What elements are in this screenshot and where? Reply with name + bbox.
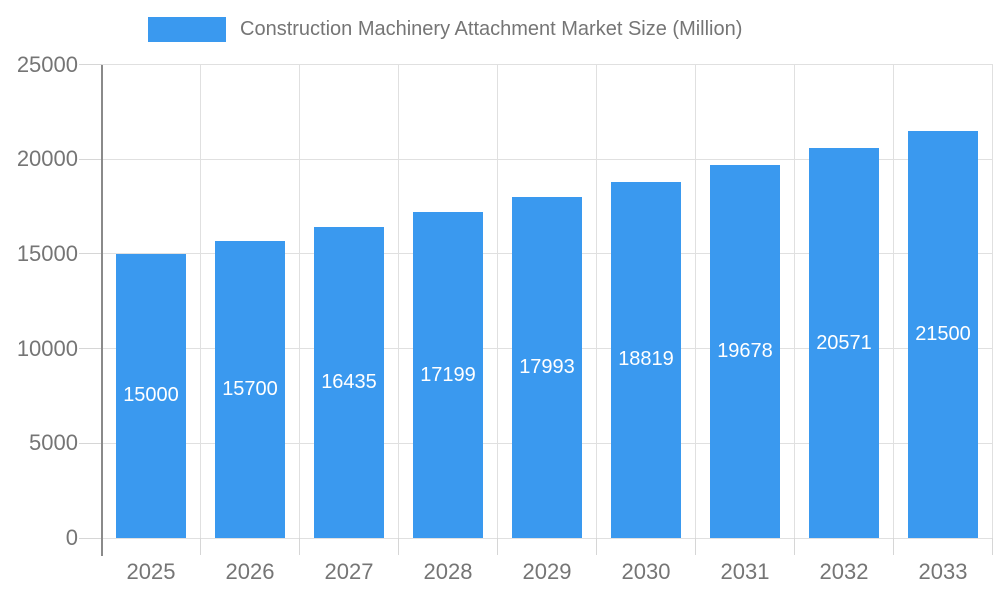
x-axis-tick: [398, 538, 399, 555]
bar: 17993: [512, 197, 582, 538]
bar: 18819: [611, 181, 681, 538]
y-tick-label: 15000: [16, 240, 78, 266]
bar-value-label: 21500: [915, 322, 971, 345]
x-tick-label: 2027: [324, 559, 374, 584]
legend-swatch: [148, 17, 226, 42]
bar-value-label: 17199: [420, 363, 476, 386]
x-axis-tick: [695, 538, 696, 555]
gridline-vertical: [992, 64, 993, 538]
x-tick-label: 2032: [819, 559, 869, 584]
bar-value-label: 20571: [816, 331, 872, 354]
y-tick-label: 25000: [16, 51, 78, 77]
bar-value-label: 17993: [519, 356, 575, 379]
y-axis-tick: [79, 64, 102, 65]
gridline-horizontal: [101, 158, 993, 160]
x-tick-label: 2026: [225, 559, 275, 584]
x-axis-tick: [497, 538, 498, 555]
x-axis-tick: [794, 538, 795, 555]
bar: 19678: [710, 165, 780, 538]
bar: 21500: [908, 130, 978, 538]
bar-value-label: 19678: [717, 340, 773, 363]
y-tick-label: 0: [65, 525, 78, 550]
x-tick-label: 2028: [423, 559, 473, 584]
x-axis-tick: [299, 538, 300, 555]
bar-value-label: 15700: [222, 377, 278, 400]
y-axis-tick: [79, 442, 102, 444]
bar: 16435: [314, 226, 384, 538]
gridline-vertical: [497, 64, 498, 538]
x-axis-tick: [992, 538, 993, 555]
gridline-horizontal: [101, 537, 993, 539]
x-tick-label: 2033: [918, 559, 968, 584]
gridline-vertical: [299, 64, 300, 538]
y-tick-label: 5000: [29, 430, 78, 456]
y-axis-tick: [79, 158, 102, 160]
gridline-vertical: [596, 64, 597, 538]
bar: 20571: [809, 148, 879, 538]
x-tick-label: 2025: [126, 559, 176, 584]
x-tick-label: 2029: [522, 559, 572, 584]
legend: Construction Machinery Attachment Market…: [148, 17, 742, 42]
y-tick-label: 10000: [16, 335, 78, 361]
y-axis-tick: [79, 253, 102, 255]
y-axis-tick: [79, 348, 102, 350]
bar-value-label: 15000: [123, 384, 179, 407]
bar-value-label: 16435: [321, 370, 377, 393]
gridline-vertical: [893, 64, 894, 538]
gridline-vertical: [398, 64, 399, 538]
bar: 17199: [413, 212, 483, 538]
y-axis-tick: [79, 537, 102, 539]
x-tick-label: 2031: [720, 559, 770, 584]
gridline-horizontal: [101, 64, 993, 65]
chart-title: Construction Machinery Attachment Market…: [240, 18, 743, 40]
bar: 15000: [116, 253, 186, 538]
x-axis-tick: [596, 538, 597, 555]
gridline-vertical: [200, 64, 201, 538]
x-axis-tick: [893, 538, 894, 555]
x-tick-label: 2030: [621, 559, 671, 584]
y-axis-line: [100, 64, 103, 556]
gridline-vertical: [695, 64, 696, 538]
gridline-vertical: [794, 64, 795, 538]
bar-value-label: 18819: [618, 348, 674, 371]
x-axis-tick: [200, 538, 201, 555]
y-tick-label: 20000: [16, 146, 78, 172]
bar: 15700: [215, 240, 285, 538]
